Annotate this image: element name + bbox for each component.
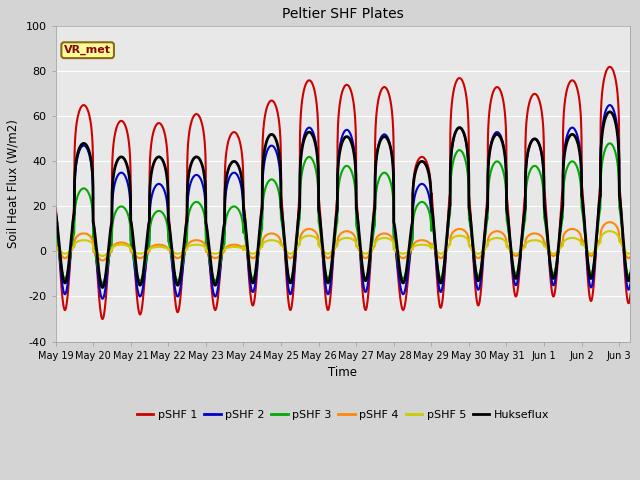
Hukseflux bbox=[52, 210, 60, 216]
pSHF 1 bbox=[529, 92, 537, 97]
pSHF 3 bbox=[529, 164, 537, 169]
Hukseflux bbox=[260, 150, 268, 156]
pSHF 1 bbox=[606, 64, 614, 70]
Line: pSHF 4: pSHF 4 bbox=[56, 222, 638, 261]
Hukseflux bbox=[606, 109, 614, 115]
pSHF 2 bbox=[339, 132, 346, 138]
Legend: pSHF 1, pSHF 2, pSHF 3, pSHF 4, pSHF 5, Hukseflux: pSHF 1, pSHF 2, pSHF 3, pSHF 4, pSHF 5, … bbox=[132, 405, 554, 424]
pSHF 2 bbox=[529, 137, 537, 143]
pSHF 2 bbox=[606, 102, 614, 108]
pSHF 1 bbox=[99, 316, 106, 322]
pSHF 5 bbox=[370, 244, 378, 250]
pSHF 2 bbox=[260, 161, 268, 167]
pSHF 1 bbox=[370, 208, 378, 214]
pSHF 5 bbox=[238, 245, 246, 251]
Hukseflux bbox=[238, 177, 246, 183]
pSHF 2 bbox=[52, 217, 60, 223]
pSHF 1 bbox=[634, 182, 640, 188]
X-axis label: Time: Time bbox=[328, 366, 358, 379]
Hukseflux bbox=[339, 139, 346, 144]
pSHF 4 bbox=[99, 258, 106, 264]
Y-axis label: Soil Heat Flux (W/m2): Soil Heat Flux (W/m2) bbox=[7, 120, 20, 248]
pSHF 5 bbox=[339, 236, 346, 241]
pSHF 5 bbox=[634, 239, 640, 244]
pSHF 2 bbox=[634, 194, 640, 200]
Hukseflux bbox=[634, 192, 640, 198]
pSHF 4 bbox=[419, 237, 426, 243]
pSHF 5 bbox=[260, 240, 268, 245]
pSHF 5 bbox=[529, 238, 537, 243]
pSHF 2 bbox=[99, 296, 106, 301]
pSHF 4 bbox=[339, 229, 346, 235]
Line: pSHF 2: pSHF 2 bbox=[56, 105, 638, 299]
pSHF 2 bbox=[419, 181, 426, 187]
Line: pSHF 5: pSHF 5 bbox=[56, 231, 638, 256]
pSHF 1 bbox=[339, 88, 346, 94]
Line: Hukseflux: Hukseflux bbox=[56, 112, 638, 288]
Line: pSHF 3: pSHF 3 bbox=[56, 144, 638, 283]
pSHF 4 bbox=[260, 235, 268, 240]
pSHF 3 bbox=[99, 280, 106, 286]
pSHF 1 bbox=[52, 204, 60, 210]
pSHF 2 bbox=[370, 219, 378, 225]
pSHF 4 bbox=[238, 244, 246, 250]
Hukseflux bbox=[529, 137, 537, 143]
pSHF 4 bbox=[529, 231, 537, 237]
pSHF 5 bbox=[52, 244, 60, 250]
pSHF 2 bbox=[238, 188, 246, 194]
Text: VR_met: VR_met bbox=[64, 45, 111, 55]
pSHF 5 bbox=[606, 228, 614, 234]
Line: pSHF 1: pSHF 1 bbox=[56, 67, 638, 319]
Hukseflux bbox=[370, 214, 378, 220]
pSHF 4 bbox=[52, 243, 60, 249]
pSHF 1 bbox=[238, 151, 246, 157]
pSHF 3 bbox=[634, 204, 640, 210]
Title: Peltier SHF Plates: Peltier SHF Plates bbox=[282, 7, 404, 21]
pSHF 3 bbox=[370, 228, 378, 234]
pSHF 4 bbox=[370, 244, 378, 250]
pSHF 3 bbox=[606, 141, 614, 146]
pSHF 3 bbox=[260, 191, 268, 196]
pSHF 5 bbox=[419, 242, 426, 248]
pSHF 3 bbox=[52, 230, 60, 236]
pSHF 3 bbox=[238, 216, 246, 222]
pSHF 4 bbox=[634, 235, 640, 241]
pSHF 1 bbox=[260, 119, 268, 124]
Hukseflux bbox=[99, 285, 106, 290]
pSHF 1 bbox=[419, 154, 426, 160]
Hukseflux bbox=[419, 158, 426, 164]
pSHF 3 bbox=[339, 168, 346, 173]
pSHF 3 bbox=[419, 199, 426, 205]
pSHF 4 bbox=[606, 219, 614, 225]
pSHF 5 bbox=[99, 253, 106, 259]
